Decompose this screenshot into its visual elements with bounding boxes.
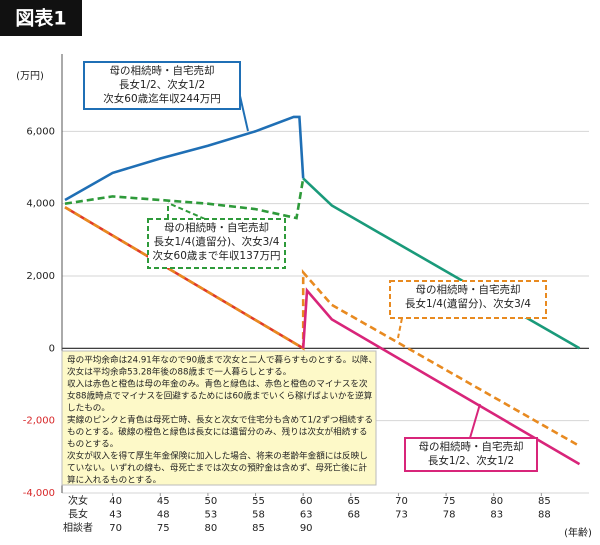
y-tick-label: -4,000 xyxy=(23,488,55,499)
x-tick-label: 50 xyxy=(205,496,218,507)
series-line xyxy=(64,115,305,202)
x-row-label: 相談者 xyxy=(63,521,93,534)
annotation-text: 次女60歳迄年収244万円 xyxy=(103,92,220,105)
x-tick-label: 68 xyxy=(347,510,360,521)
x-tick-label: 85 xyxy=(252,523,265,534)
annotation-text: 母の相続時・自宅売却 xyxy=(164,221,269,234)
x-tick-label: 78 xyxy=(443,510,456,521)
x-tick-label: 90 xyxy=(300,523,313,534)
x-tick-label: 70 xyxy=(395,496,408,507)
x-tick-label: 40 xyxy=(109,496,122,507)
annotation-leader xyxy=(469,403,481,439)
x-row-label: 次女 xyxy=(68,494,88,507)
note-line: したもの。 xyxy=(67,403,110,414)
annotation-leader xyxy=(397,317,403,339)
chart-title: 図表1 xyxy=(15,7,66,30)
y-tick-label: 0 xyxy=(49,343,55,354)
note-box xyxy=(61,350,377,486)
x-row-label: 長女 xyxy=(68,508,88,521)
note-line: 実線のピンクと青色は母死亡時、長女と次女で住宅分も含めて1/2ずつ相続する xyxy=(67,414,373,426)
annotation-text: 長女1/2、次女1/2 xyxy=(119,78,205,91)
note-line: 次女は平均余命53.28年後の88歳まで一人暮らしとする。 xyxy=(67,366,291,378)
x-tick-label: 45 xyxy=(157,496,170,507)
annotation-box xyxy=(147,218,286,269)
x-tick-label: 60 xyxy=(300,496,313,507)
x-tick-label: 70 xyxy=(109,523,122,534)
x-tick-label: 80 xyxy=(490,496,503,507)
y-tick-label: -2,000 xyxy=(23,416,55,427)
series-line xyxy=(301,287,581,466)
x-tick-label: 53 xyxy=(205,510,218,521)
x-tick-label: 75 xyxy=(157,523,170,534)
annotation-text: 長女1/4(遺留分)、次女3/4 xyxy=(154,235,280,248)
x-tick-label: 43 xyxy=(109,510,122,521)
note: 母の平均余命は24.91年なので90歳まで次女と二人で暮らすものとする。以降、次… xyxy=(61,350,377,486)
annotation-text: 母の相続時・自宅売却 xyxy=(110,64,215,77)
annotation-text: 次女60歳まで年収137万円 xyxy=(153,249,281,262)
x-tick-label: 88 xyxy=(538,510,551,521)
note-line: 母の平均余命は24.91年なので90歳まで次女と二人で暮らすものとする。以降、 xyxy=(67,354,377,366)
note-line: 収入は赤色と橙色は母の年金のみ。青色と緑色は、赤色と橙色のマイナスを次 xyxy=(67,378,368,390)
note-line: 女88歳時点でマイナスを回避するためには60歳までいくら稼げばよいかを逆算 xyxy=(67,390,373,402)
x-tick-label: 85 xyxy=(538,496,551,507)
note-line: 算に入れるものとする。 xyxy=(67,474,161,486)
y-tick-label: 4,000 xyxy=(26,199,55,210)
y-unit: (万円) xyxy=(16,71,44,82)
x-tick-label: 80 xyxy=(205,523,218,534)
x-unit: (年齢) xyxy=(564,526,592,539)
annotation-leader xyxy=(167,202,206,220)
x-tick-label: 75 xyxy=(443,496,456,507)
series-line xyxy=(64,178,305,220)
annotation-text: 長女1/4(遺留分)、次女3/4 xyxy=(405,297,531,310)
annotation-box xyxy=(404,437,538,472)
x-tick-label: 63 xyxy=(300,510,313,521)
annotation-box xyxy=(83,61,241,110)
note-line: ものとする。破線の橙色と緑色は長女には遺留分のみ、残りは次女が相続する xyxy=(67,426,368,438)
annotation-text: 母の相続時・自宅売却 xyxy=(416,283,521,296)
y-tick-label: 2,000 xyxy=(26,271,55,282)
note-line: 次女が収入を得て厚生年金保険に加入した場合、将来の老齢年金額には反映し xyxy=(67,450,368,462)
x-tick-label: 65 xyxy=(347,496,360,507)
title-box xyxy=(0,0,82,36)
y-tick-label: 6,000 xyxy=(26,126,55,137)
annotation-text: 母の相続時・自宅売却 xyxy=(419,440,524,453)
annotation-box xyxy=(389,280,547,319)
note-line: ものとする。 xyxy=(67,439,118,450)
x-tick-label: 55 xyxy=(252,496,265,507)
x-tick-label: 48 xyxy=(157,510,170,521)
x-tick-label: 73 xyxy=(395,510,408,521)
annotation-text: 長女1/2、次女1/2 xyxy=(428,454,514,467)
x-tick-label: 58 xyxy=(252,510,265,521)
note-line: ていない。いずれの線も、母死亡までは次女の預貯金は含めず、母死亡後に計 xyxy=(67,462,367,474)
series-line xyxy=(64,206,581,448)
annotation-leader xyxy=(239,95,249,132)
x-tick-label: 83 xyxy=(490,510,503,521)
